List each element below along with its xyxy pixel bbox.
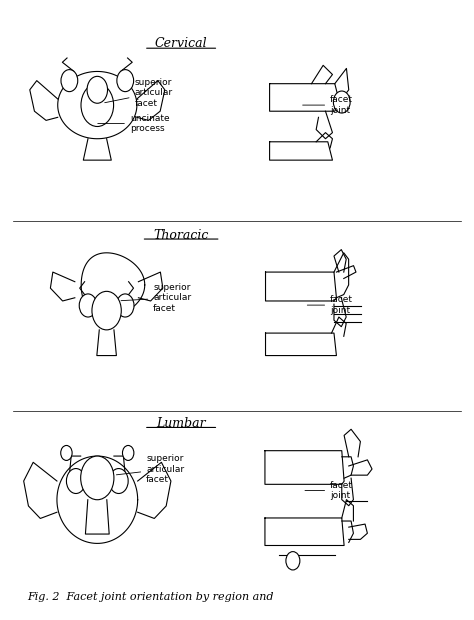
Text: Fig. 2  Facet joint orientation by region and: Fig. 2 Facet joint orientation by region… xyxy=(27,592,274,603)
Circle shape xyxy=(79,294,97,317)
Text: uncinate
process: uncinate process xyxy=(98,113,170,133)
Circle shape xyxy=(81,456,114,500)
Circle shape xyxy=(66,469,85,494)
Circle shape xyxy=(122,445,134,461)
Circle shape xyxy=(61,445,72,461)
Text: Thoracic: Thoracic xyxy=(154,229,209,242)
Text: facet
joint: facet joint xyxy=(302,95,353,115)
Circle shape xyxy=(333,91,350,113)
Text: facet
joint: facet joint xyxy=(305,480,353,500)
Circle shape xyxy=(92,291,121,330)
Text: Lumbar: Lumbar xyxy=(156,417,206,430)
Text: superior
articular
facet: superior articular facet xyxy=(105,78,173,108)
Circle shape xyxy=(117,69,134,92)
Text: superior
articular
facet: superior articular facet xyxy=(116,454,184,484)
Circle shape xyxy=(117,294,134,317)
Text: superior
articular
facet: superior articular facet xyxy=(121,283,191,312)
Circle shape xyxy=(87,76,108,104)
Circle shape xyxy=(61,69,78,92)
Circle shape xyxy=(286,552,300,570)
Text: Cervical: Cervical xyxy=(155,37,208,50)
Circle shape xyxy=(109,469,128,494)
Text: facet
joint: facet joint xyxy=(307,295,353,315)
Circle shape xyxy=(81,84,114,126)
